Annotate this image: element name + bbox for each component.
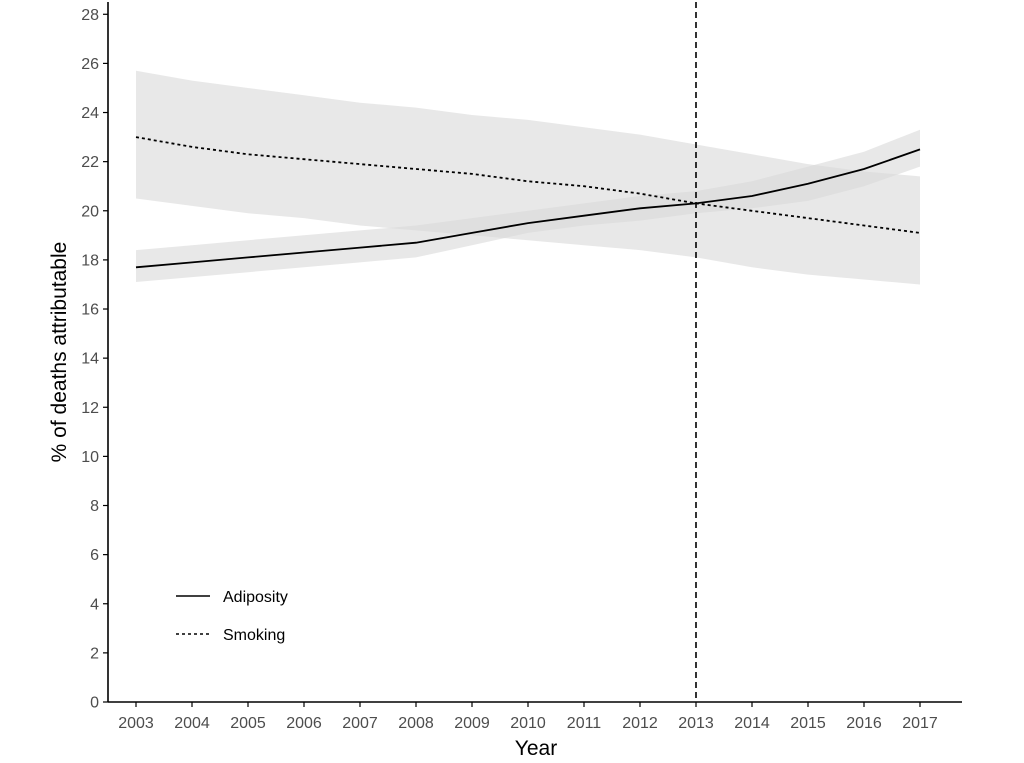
x-axis-ticks: 2003 2004 2005 2006 2007 2008 2009 2010 2011 2012… bbox=[118, 702, 938, 732]
series-line-smoking bbox=[135, 136, 921, 234]
legend: Adiposity Smoking bbox=[176, 589, 288, 644]
x-tick-label: 2016 bbox=[846, 715, 882, 732]
series-line-adiposity bbox=[135, 148, 921, 269]
x-tick-label: 2005 bbox=[230, 715, 266, 732]
x-tick-label: 2006 bbox=[286, 715, 322, 732]
y-tick-label: 28 bbox=[81, 7, 99, 24]
axes bbox=[107, 2, 962, 703]
y-tick-label: 0 bbox=[90, 695, 99, 712]
x-axis-title: Year bbox=[515, 737, 557, 760]
y-tick-label: 24 bbox=[81, 105, 99, 122]
x-tick-label: 2004 bbox=[174, 715, 210, 732]
series-lines bbox=[135, 136, 921, 269]
y-tick-label: 4 bbox=[90, 596, 99, 613]
x-tick-label: 2009 bbox=[454, 715, 490, 732]
y-tick-label: 8 bbox=[90, 498, 99, 515]
x-tick-label: 2008 bbox=[398, 715, 434, 732]
ribbon-smoking bbox=[136, 70, 920, 285]
x-tick-label: 2010 bbox=[510, 715, 546, 732]
legend-label-adiposity: Adiposity bbox=[223, 589, 288, 606]
x-tick-label: 2003 bbox=[118, 715, 154, 732]
x-tick-label: 2013 bbox=[678, 715, 714, 732]
confidence-ribbons bbox=[136, 70, 920, 285]
x-tick-label: 2014 bbox=[734, 715, 770, 732]
x-tick-label: 2007 bbox=[342, 715, 378, 732]
x-tick-label: 2017 bbox=[902, 715, 938, 732]
y-tick-label: 12 bbox=[81, 400, 99, 417]
y-tick-label: 6 bbox=[90, 547, 99, 564]
y-tick-label: 2 bbox=[90, 645, 99, 662]
y-tick-label: 10 bbox=[81, 449, 99, 466]
x-tick-label: 2012 bbox=[622, 715, 658, 732]
x-tick-label: 2015 bbox=[790, 715, 826, 732]
y-tick-label: 14 bbox=[81, 351, 99, 368]
legend-label-smoking: Smoking bbox=[223, 627, 285, 644]
x-tick-label: 2011 bbox=[567, 715, 602, 732]
y-tick-label: 20 bbox=[81, 203, 99, 220]
y-tick-label: 18 bbox=[81, 252, 99, 269]
y-tick-label: 16 bbox=[81, 302, 99, 319]
y-tick-label: 22 bbox=[81, 154, 99, 171]
y-tick-label: 26 bbox=[81, 56, 99, 73]
y-axis-title: % of deaths attributable bbox=[48, 242, 71, 463]
ribbon-adiposity bbox=[136, 129, 920, 282]
